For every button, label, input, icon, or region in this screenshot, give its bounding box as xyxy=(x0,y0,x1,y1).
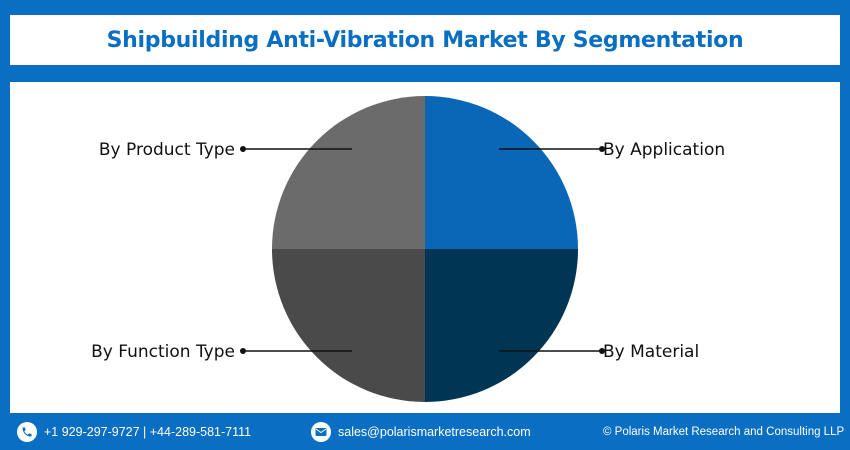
footer-copyright: © Polaris Market Research and Consulting… xyxy=(603,426,844,438)
footer-email: sales@polarismarketresearch.com xyxy=(311,421,531,442)
pie-slice-by-material xyxy=(425,249,578,402)
pie-slice-by-product-type xyxy=(272,96,425,249)
slice-label-by-application: By Application xyxy=(603,140,725,160)
email-address[interactable]: sales@polarismarketresearch.com xyxy=(338,424,531,439)
callout-dot-by-application xyxy=(599,146,605,152)
copyright-text: © Polaris Market Research and Consulting… xyxy=(603,425,845,438)
phone-numbers: +1 929-297-9727 | +44-289-581-7111 xyxy=(44,424,252,439)
pie-slice-by-application xyxy=(425,96,578,249)
slice-label-by-product-type: By Product Type xyxy=(99,140,235,160)
title-bar: Shipbuilding Anti-Vibration Market By Se… xyxy=(10,15,840,65)
chart-title: Shipbuilding Anti-Vibration Market By Se… xyxy=(106,27,744,53)
callout-dot-by-material xyxy=(599,348,605,354)
callout-dot-by-function-type xyxy=(240,348,246,354)
callout-dot-by-product-type xyxy=(240,146,246,152)
slice-label-by-material: By Material xyxy=(603,342,699,362)
email-icon xyxy=(311,421,331,442)
footer-phone: +1 929-297-9727 | +44-289-581-7111 xyxy=(17,421,252,442)
footer: +1 929-297-9727 | +44-289-581-7111 sales… xyxy=(0,413,850,450)
slice-label-by-function-type: By Function Type xyxy=(91,342,235,362)
phone-icon xyxy=(17,421,37,442)
pie-chart: By Application By Material By Function Typ… xyxy=(91,96,725,402)
chart-panel: By Application By Material By Function Typ… xyxy=(10,82,840,413)
pie-slice-by-function-type xyxy=(272,249,425,402)
